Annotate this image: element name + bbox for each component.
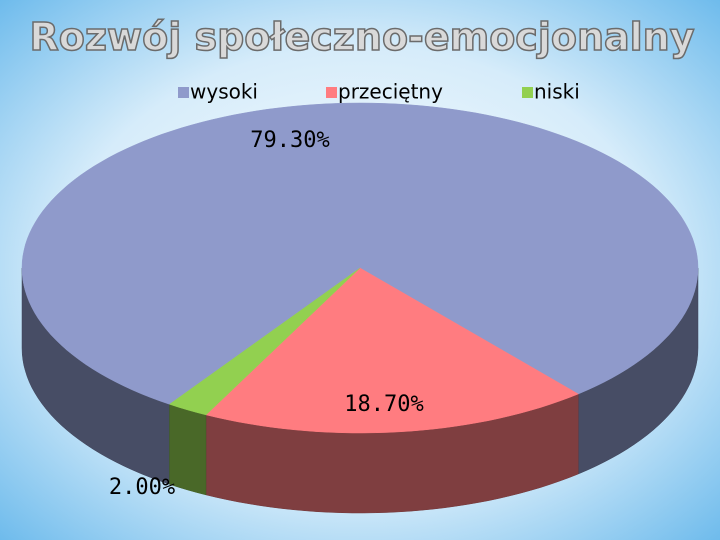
pie-tops [21,102,699,434]
value-label: 2.00% [109,475,175,500]
legend-label: niski [534,80,580,104]
legend: wysoki przeciętny niski [178,80,580,104]
legend-swatch [178,87,189,98]
pie-slice [21,102,699,405]
pie-slice [168,267,361,416]
legend-label: wysoki [190,80,258,104]
value-label: 79.30% [250,128,329,153]
value-labels: 79.30% 18.70% 2.00% [109,128,424,500]
pie-sides [21,267,699,514]
pie-slice [205,267,579,434]
value-label: 18.70% [344,392,423,417]
legend-swatch [522,87,533,98]
legend-label: przeciętny [338,80,443,104]
legend-swatch [326,87,337,98]
chart-title: Rozwój społeczno-emocjonalny [30,15,695,59]
